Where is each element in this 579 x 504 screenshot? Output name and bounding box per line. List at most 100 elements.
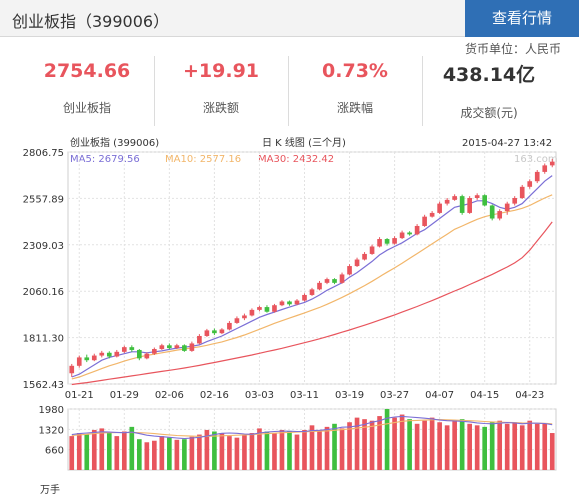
candle-body [279,301,285,306]
volume-bar [459,419,465,470]
volume-bar [429,417,435,470]
candle-body [504,203,510,212]
candle-body [369,246,375,254]
candle-body [549,161,555,166]
volume-bar [219,433,225,470]
ma30-line [71,221,553,386]
x-tick-label: 03-03 [245,390,274,401]
main-y-axis: 1562.43 1811.30 2060.16 2309.03 2557.89 2806.… [23,148,64,391]
candle-body [212,330,217,334]
volume-bar [324,426,330,470]
x-tick-label: 04-15 [470,390,499,401]
y-tick-label: 1562.43 [23,380,64,391]
candle-body [234,318,240,323]
volume-bar [399,414,405,470]
volume-bar [106,433,112,470]
stat-label: 成交额(元) [460,106,518,120]
candle-body [144,353,150,359]
stat-value: 2754.66 [43,60,131,82]
volume-y-axis: 660 1320 1980 [39,405,64,457]
candle-body [437,203,442,213]
x-tick-label: 03-11 [290,390,319,401]
stat-value: 0.73% [322,60,388,82]
candle-body [227,322,232,330]
volume-bar [542,423,548,470]
volume-bar [467,423,472,470]
stat-label: 涨跌幅 [336,101,373,115]
chart-header-left: 创业板指 (399006) [70,136,159,149]
ma5-label: MA5: 2679.56 [70,154,140,165]
ma30-label: MA30: 2432.42 [258,154,334,165]
candle-body [459,196,465,213]
candle-body [414,225,420,235]
volume-bar [264,431,270,470]
volume-bar [489,422,495,470]
stat-change-percent: 0.73% 涨跌幅 [288,56,423,126]
candle-body [129,347,135,350]
candle-body [159,345,165,350]
volume-y-tick-label: 1320 [39,425,64,436]
x-tick-label: 02-16 [200,390,229,401]
candle-body [324,279,330,283]
candle-body [249,309,255,316]
volume-bar [121,431,127,470]
candle-body [377,239,382,247]
volume-bar [302,429,307,470]
volume-bar [249,433,255,470]
x-tick-label: 04-07 [425,390,454,401]
volume-bar [136,439,142,470]
stats-row: 2754.66 创业板指 +19.91 涨跌额 0.73% 涨跌幅 438.14… [20,56,560,126]
volume-bar [287,431,292,470]
volume-bar [384,409,390,470]
candle-body [257,307,262,310]
stat-label: 涨跌额 [202,101,239,115]
candle-body [422,216,427,226]
volume-bar [422,420,427,470]
volume-bar [512,422,518,470]
volume-bar [152,440,157,470]
candle-body [99,352,105,356]
volume-bar [257,428,262,470]
stat-turnover: 438.14亿 成交额(元) [422,56,556,126]
volume-bar [227,436,232,470]
candle-body [467,198,472,213]
volume-bar [76,433,82,470]
x-tick-label: 04-23 [515,390,544,401]
candle-body [534,171,540,182]
stat-value: 438.14亿 [442,64,536,86]
volume-y-tick-label: 660 [45,446,64,457]
volume-bar [197,434,202,470]
volume-bar [204,429,210,470]
kline-chart-area: 创业板指 (399006) 日 K 线图 (三个月) 2015-04-27 13… [0,132,579,500]
candle-body [474,195,480,199]
y-tick-label: 2309.03 [23,241,64,252]
volume-bar [474,425,480,470]
candle-body [294,300,300,305]
stat-index-value: 2754.66 创业板指 [20,56,155,126]
page-header: 创业板指（399006） 查看行情 [0,0,579,37]
candle-body [167,345,172,349]
volume-bar [339,428,345,470]
y-tick-label: 2060.16 [23,287,64,298]
volume-bar [114,436,120,470]
volume-bar [332,423,337,470]
candle-body [219,329,225,334]
candle-body [152,349,157,354]
volume-bar [99,428,105,470]
stat-change-amount: +19.91 涨跌额 [154,56,289,126]
volume-bar [452,420,457,470]
volume-bar [174,439,180,470]
candle-body [197,335,202,344]
candle-body [84,357,90,361]
candle-body [444,199,450,204]
volume-ma5-line [71,415,553,440]
volume-bar [369,420,375,470]
candle-body [407,232,412,235]
candle-body [242,315,247,319]
volume-bar [294,434,300,470]
main-plot-border [67,151,557,385]
volume-bar [354,417,360,470]
candle-body [452,196,457,200]
candle-body [489,205,495,219]
view-quotes-button[interactable]: 查看行情 [465,0,579,37]
